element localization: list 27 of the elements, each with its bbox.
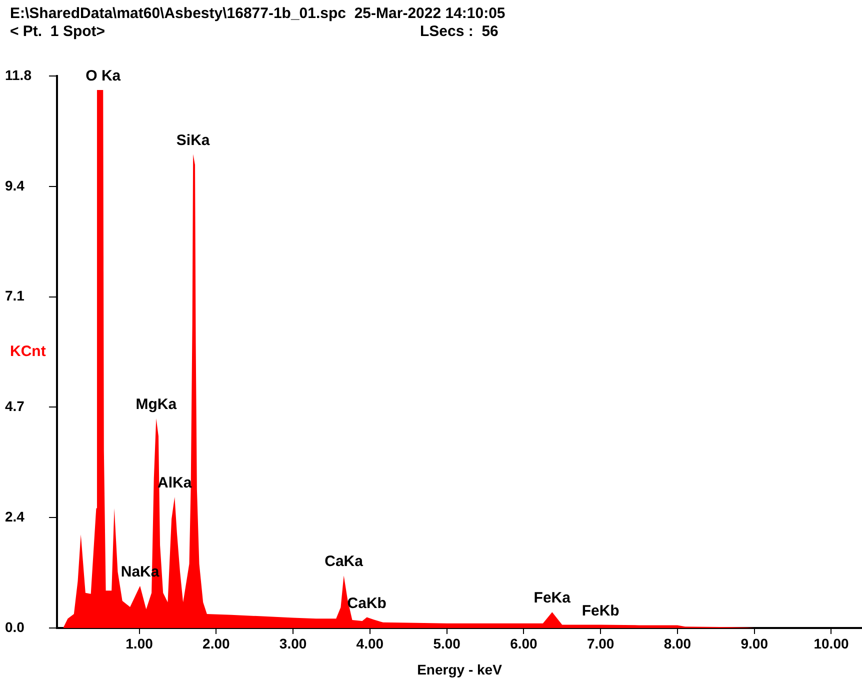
y-tick-label: 0.0 (5, 618, 25, 635)
x-tick-label: 2.00 (202, 635, 230, 652)
y-tick-label: 2.4 (5, 508, 25, 524)
chart-subtitle: < Pt. 1 Spot> (10, 23, 106, 40)
annotation: FeKa (534, 590, 572, 607)
x-tick-label: 10.00 (814, 635, 849, 652)
chart-title: E:\SharedData\mat60\Asbesty\16877-1b_01.spc 25-Mar-2022 14:10:05 (10, 4, 506, 23)
y-tick-label: 7.1 (5, 288, 25, 304)
annotation: SiKa (176, 132, 210, 149)
y-tick-label: 4.7 (5, 398, 25, 414)
x-tick-label: 7.00 (586, 635, 614, 652)
x-tick-label: 1.00 (126, 635, 154, 652)
x-tick-label: 9.00 (740, 635, 768, 652)
annotation: FeKb (582, 602, 620, 620)
annotation: O Ka (86, 68, 122, 85)
text: LSecs : 56 (420, 23, 498, 40)
annotation: CaKa (324, 553, 364, 570)
x-tick-label: 4.00 (356, 635, 384, 652)
x-tick-label: 8.00 (664, 635, 692, 652)
y-tick-label: 11.8 (5, 66, 32, 83)
x-axis-title: Energy - keV (417, 661, 503, 678)
x-tick-label: 6.00 (510, 635, 538, 652)
annotation: MgKa (136, 396, 178, 414)
y-axis-title: KCnt (10, 343, 46, 360)
y-tick-label: 9.4 (5, 177, 25, 194)
x-tick-label: 5.00 (433, 635, 461, 652)
x-tick-label: 3.00 (279, 635, 307, 652)
